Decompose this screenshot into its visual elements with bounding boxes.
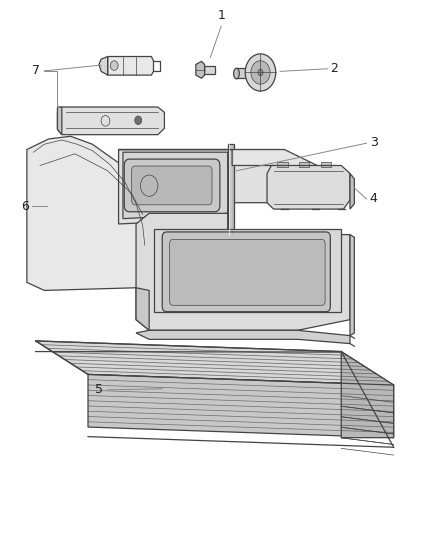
Polygon shape (341, 352, 394, 438)
Text: 3: 3 (370, 136, 378, 149)
Polygon shape (27, 136, 153, 290)
Circle shape (46, 201, 55, 212)
Polygon shape (237, 68, 246, 78)
Text: 5: 5 (95, 383, 103, 397)
Circle shape (135, 116, 142, 125)
Circle shape (245, 54, 276, 91)
Ellipse shape (233, 68, 239, 79)
Circle shape (258, 69, 263, 76)
Polygon shape (119, 150, 285, 224)
Polygon shape (204, 66, 215, 74)
Polygon shape (350, 173, 354, 209)
FancyBboxPatch shape (132, 166, 212, 205)
Polygon shape (350, 235, 354, 336)
Polygon shape (267, 165, 350, 209)
Polygon shape (57, 107, 164, 135)
Polygon shape (35, 341, 394, 385)
Polygon shape (136, 330, 350, 344)
FancyBboxPatch shape (321, 163, 331, 166)
FancyBboxPatch shape (124, 159, 220, 212)
Circle shape (110, 61, 118, 70)
Polygon shape (108, 56, 153, 75)
Polygon shape (123, 152, 228, 219)
Text: 7: 7 (32, 64, 40, 77)
Polygon shape (57, 107, 62, 135)
Text: 1: 1 (217, 9, 225, 22)
FancyBboxPatch shape (299, 163, 309, 166)
Polygon shape (196, 61, 205, 78)
Polygon shape (153, 229, 341, 312)
Polygon shape (119, 150, 350, 192)
Circle shape (133, 196, 140, 204)
Text: 6: 6 (21, 200, 29, 213)
Circle shape (50, 203, 54, 207)
Text: 4: 4 (370, 192, 378, 206)
Polygon shape (99, 56, 108, 75)
Text: 2: 2 (330, 62, 338, 75)
FancyBboxPatch shape (277, 163, 288, 166)
Polygon shape (136, 213, 350, 330)
Polygon shape (88, 374, 394, 438)
Polygon shape (136, 288, 149, 330)
FancyBboxPatch shape (162, 232, 330, 312)
Polygon shape (228, 144, 234, 235)
FancyBboxPatch shape (170, 239, 325, 305)
Circle shape (251, 61, 270, 84)
